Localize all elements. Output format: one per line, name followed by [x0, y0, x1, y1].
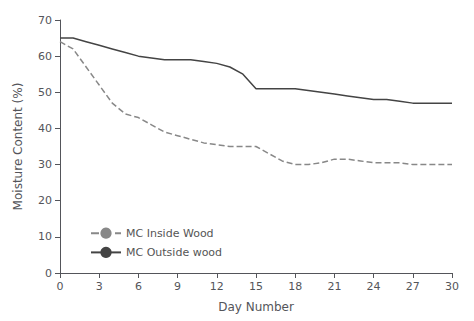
- svg-text:0: 0: [57, 280, 64, 293]
- svg-text:40: 40: [38, 122, 52, 135]
- svg-text:9: 9: [174, 280, 181, 293]
- svg-text:60: 60: [38, 50, 52, 63]
- svg-text:15: 15: [249, 280, 263, 293]
- svg-text:Day Number: Day Number: [218, 300, 294, 314]
- svg-text:10: 10: [38, 230, 52, 243]
- svg-text:18: 18: [288, 280, 302, 293]
- svg-text:70: 70: [38, 14, 52, 27]
- svg-text:24: 24: [367, 280, 381, 293]
- svg-text:21: 21: [327, 280, 341, 293]
- svg-text:12: 12: [210, 280, 224, 293]
- svg-text:30: 30: [445, 280, 459, 293]
- svg-text:30: 30: [38, 158, 52, 171]
- svg-text:0: 0: [45, 267, 52, 280]
- svg-text:Moisture Content (%): Moisture Content (%): [11, 83, 25, 211]
- svg-text:MC Outside wood: MC Outside wood: [126, 246, 222, 259]
- svg-text:20: 20: [38, 194, 52, 207]
- svg-text:50: 50: [38, 86, 52, 99]
- svg-text:3: 3: [96, 280, 103, 293]
- svg-text:27: 27: [406, 280, 420, 293]
- svg-text:6: 6: [135, 280, 142, 293]
- svg-text:MC Inside Wood: MC Inside Wood: [126, 227, 214, 240]
